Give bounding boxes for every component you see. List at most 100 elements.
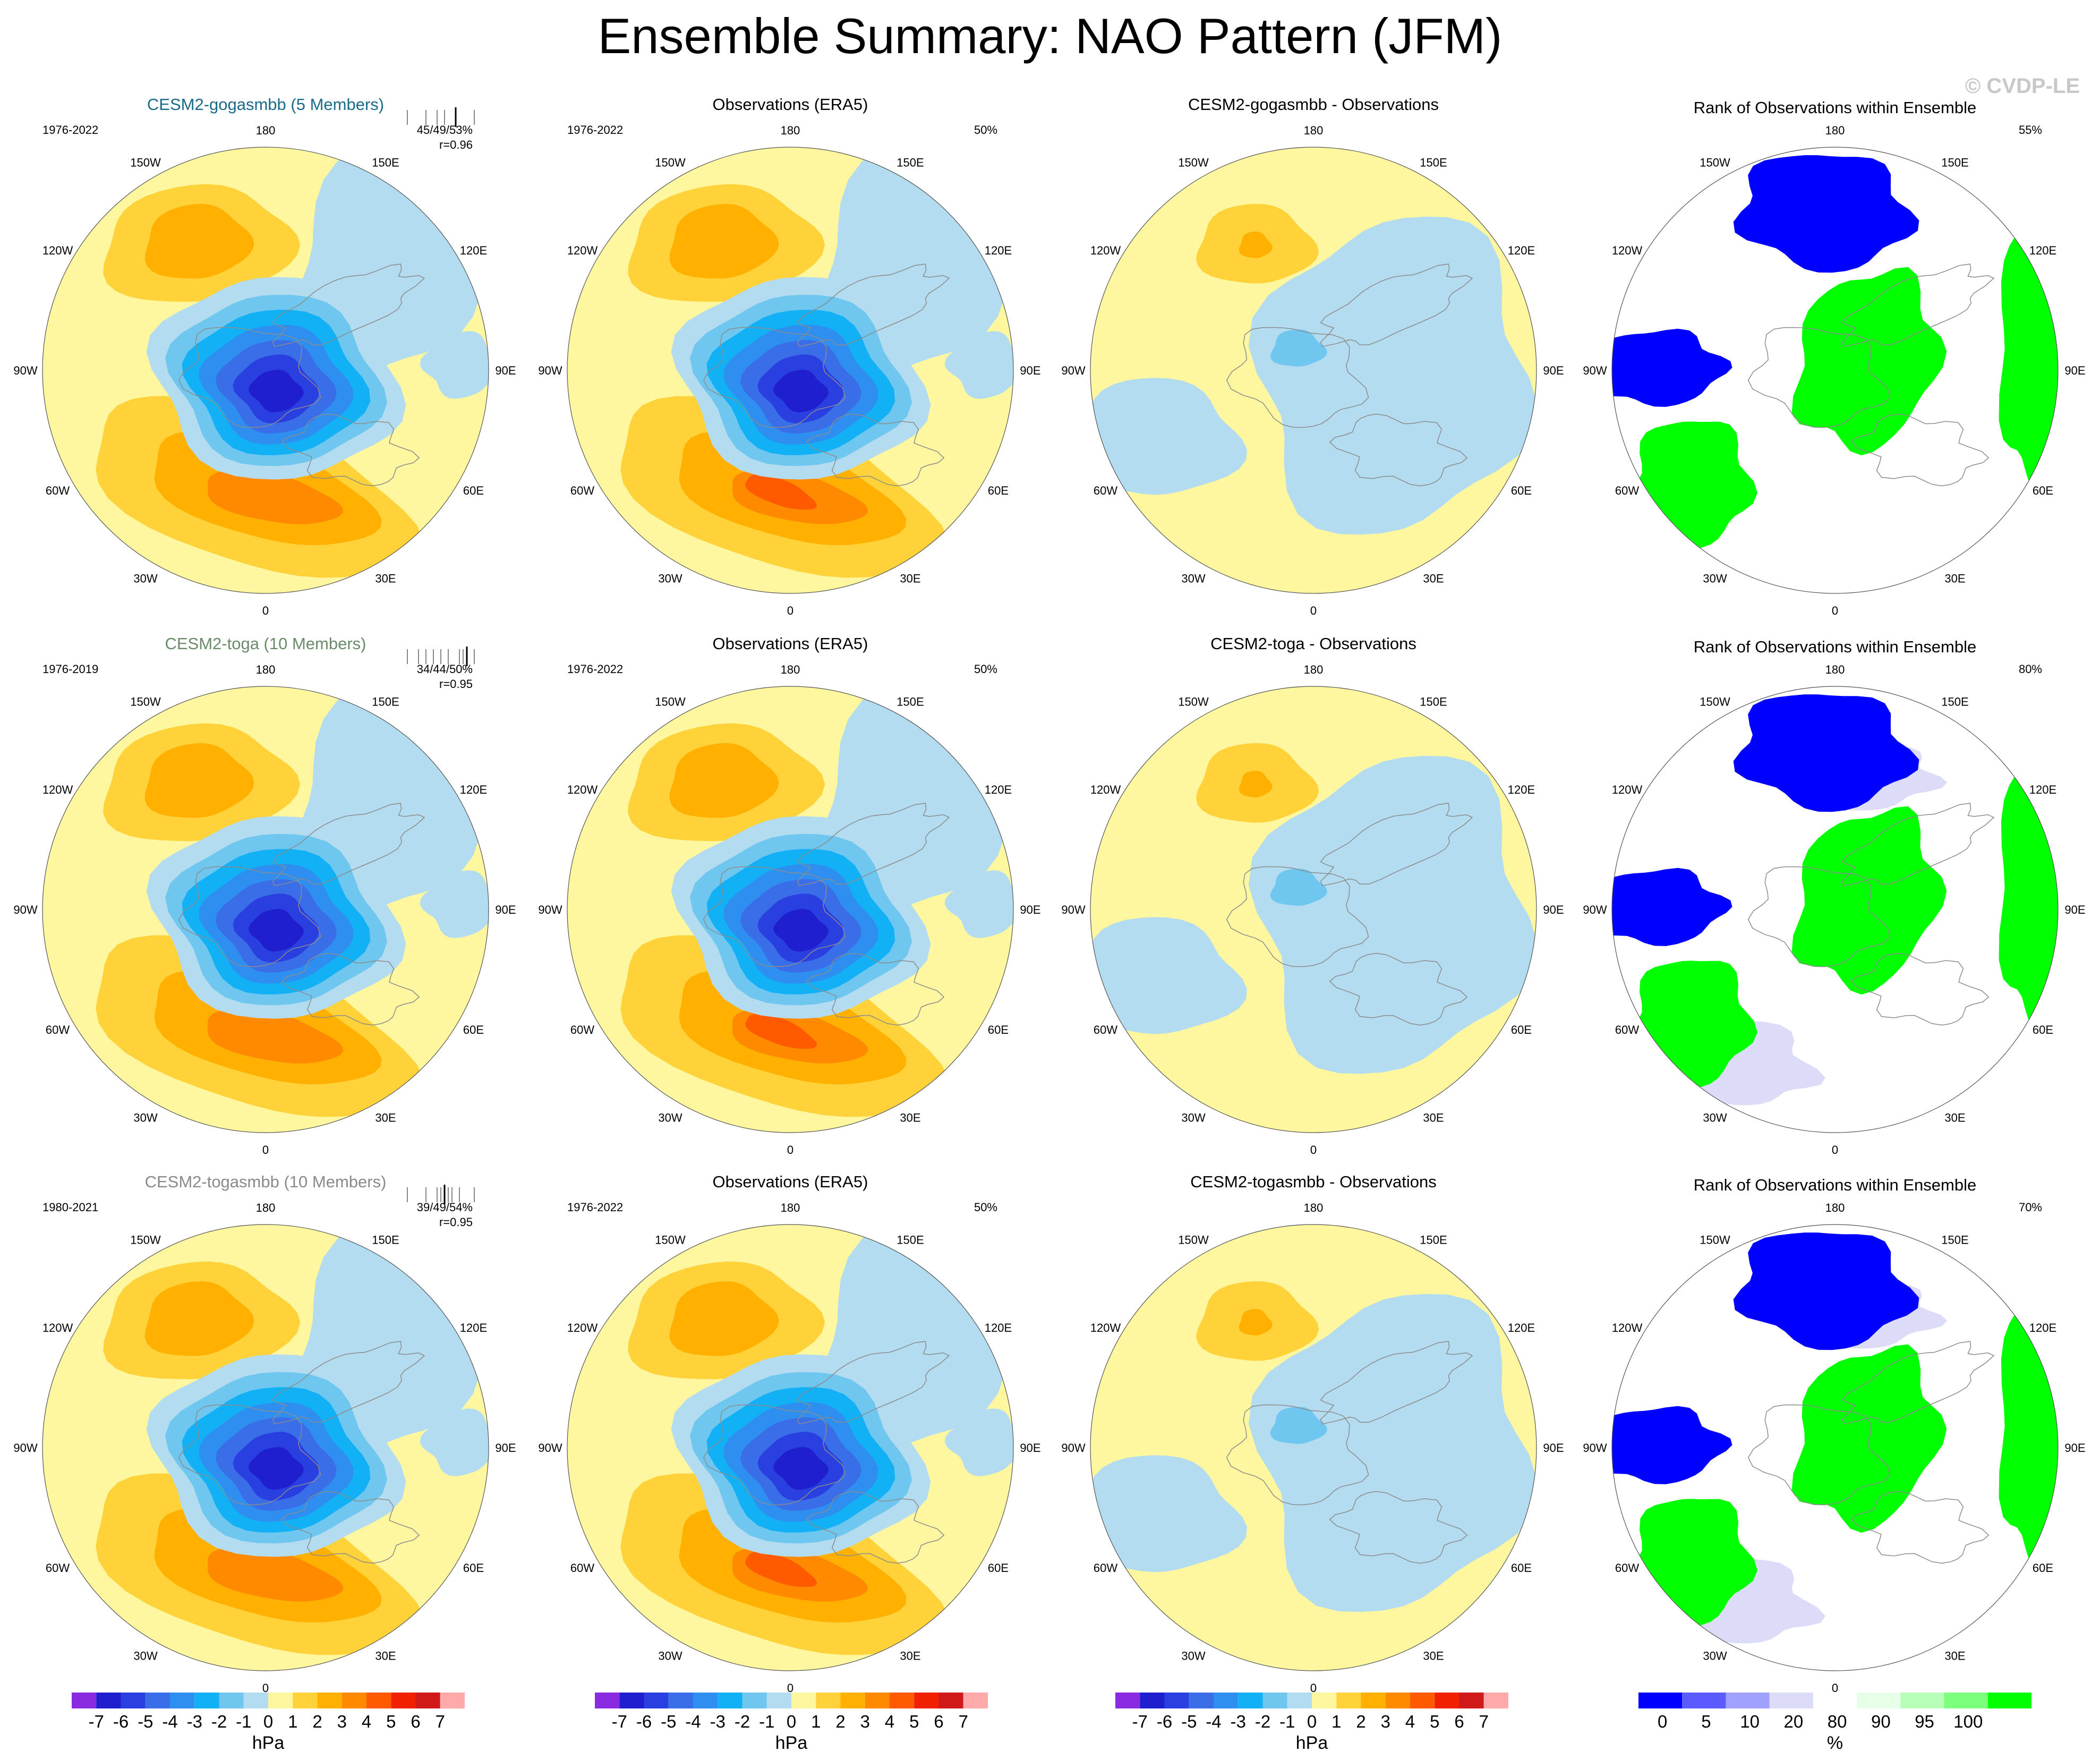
panel-title: Rank of Observations within Ensemble <box>1694 98 1976 117</box>
colorbar-box <box>718 1693 742 1708</box>
lon-label-tr1: 150E <box>897 156 924 169</box>
colorbar-label: -1 <box>759 1712 774 1731</box>
colorbar-label: 3 <box>860 1712 870 1731</box>
azores-high-4 <box>745 474 817 510</box>
lon-label-bottom: 0 <box>262 604 269 617</box>
map-boundary <box>42 686 489 1133</box>
coastlines <box>703 1341 950 1564</box>
colorbar-label: 1 <box>811 1712 821 1731</box>
colorbar-box <box>668 1693 693 1708</box>
rank-0-5 <box>1733 694 1919 812</box>
hpa-colorbar: -7 -6 -5 -4 -3 -2 -1 0 1 2 3 4 5 6 7 hPa <box>595 1693 988 1753</box>
lon-label-tr2: 120E <box>1508 244 1535 257</box>
lon-label-tr2: 120E <box>460 1321 487 1334</box>
lon-label-br1: 30E <box>1944 572 1965 585</box>
colorbar-box <box>1410 1693 1435 1708</box>
lon-label-tl2: 120W <box>567 244 598 257</box>
lon-label-br2: 60E <box>988 484 1009 497</box>
lon-label-tl2: 120W <box>1612 783 1643 796</box>
colorbar-box <box>963 1693 988 1708</box>
lon-label-left: 90W <box>1061 364 1085 377</box>
lon-label-bl2: 60W <box>1615 1023 1639 1036</box>
lon-label-br2: 60E <box>463 1561 484 1575</box>
colorbar-label: 0 <box>787 1712 796 1731</box>
colorbar-box <box>644 1693 669 1708</box>
lon-label-bl1: 30W <box>1703 572 1727 585</box>
lon-label-br1: 30E <box>900 572 920 585</box>
colorbar-label: -4 <box>1206 1712 1221 1731</box>
diff-positive-core <box>1239 231 1273 258</box>
lon-label-bl1: 30W <box>658 1649 682 1662</box>
map-field <box>42 1225 489 1671</box>
map-field <box>567 686 1013 1133</box>
lon-label-tl1: 150W <box>130 156 161 169</box>
lon-label-bl2: 60W <box>570 1023 594 1036</box>
colorbar-box <box>742 1693 767 1708</box>
lon-label-tl1: 150W <box>1700 695 1730 709</box>
coastlines <box>1747 803 1995 1026</box>
lon-label-bl2: 60W <box>1615 1561 1639 1575</box>
coastlines <box>1226 1341 1473 1564</box>
diff-negative <box>1248 216 1536 535</box>
colorbar-label: 2 <box>835 1712 845 1731</box>
azores-high-4 <box>745 1552 817 1587</box>
colorbar-box <box>1164 1693 1189 1708</box>
colorbar-label: -2 <box>735 1712 750 1731</box>
lon-label-top: 180 <box>256 1201 276 1214</box>
lon-label-tr2: 120E <box>2029 1321 2056 1334</box>
lon-label-br2: 60E <box>2033 484 2053 497</box>
period-label: 1976-2022 <box>42 123 98 137</box>
lon-label-tl2: 120W <box>567 783 598 796</box>
icelandic-low-level <box>773 1447 829 1490</box>
map-field <box>1090 147 1536 593</box>
pattern-correlation: r=0.95 <box>439 1215 473 1229</box>
lon-label-tl1: 150W <box>655 1234 686 1247</box>
period-label: 1976-2019 <box>42 662 98 676</box>
lon-label-top: 180 <box>1825 124 1845 137</box>
lon-label-tl2: 120W <box>1090 783 1121 796</box>
colorbar-label: 4 <box>885 1712 894 1731</box>
colorbar-label: 1 <box>288 1712 297 1731</box>
colorbar-box <box>595 1693 620 1708</box>
map-boundary <box>1611 1224 2059 1671</box>
colorbar-box <box>1435 1693 1459 1708</box>
colorbar-box <box>391 1693 416 1708</box>
lon-label-tl2: 120W <box>1090 1321 1121 1334</box>
lon-label-tr1: 150E <box>372 1234 399 1247</box>
lon-label-br2: 60E <box>2033 1023 2053 1036</box>
map-field <box>42 147 489 593</box>
lon-label-bl2: 60W <box>46 1561 70 1575</box>
pct-variance-stats: 34/44/50% <box>417 662 473 676</box>
colorbar-label: 4 <box>1405 1712 1415 1731</box>
lon-label-top: 180 <box>1825 663 1845 676</box>
colorbar-label: -7 <box>89 1712 104 1731</box>
colorbar-unit: hPa <box>1296 1733 1328 1753</box>
weak-negative-area <box>420 331 489 399</box>
diff-negative-core <box>1270 1407 1327 1444</box>
lon-label-tr2: 120E <box>460 244 487 257</box>
colorbar-box <box>1857 1693 1901 1708</box>
lon-label-tl1: 150W <box>1178 156 1209 169</box>
lon-label-bl2: 60W <box>1094 1561 1117 1575</box>
period-label: 1976-2022 <box>567 1201 623 1214</box>
coastlines <box>178 803 425 1026</box>
colorbar-box <box>1287 1693 1312 1708</box>
colorbar-box <box>219 1693 244 1708</box>
lon-label-tr1: 150E <box>1941 1234 1968 1247</box>
pattern-correlation: r=0.96 <box>439 138 473 151</box>
lon-label-bottom: 0 <box>1310 1143 1317 1157</box>
lon-label-br1: 30E <box>900 1111 920 1124</box>
lon-label-bl2: 60W <box>1094 1023 1117 1036</box>
lon-label-left: 90W <box>1583 364 1607 377</box>
map-boundary <box>42 1224 489 1671</box>
colorbar-label: -2 <box>211 1712 227 1731</box>
colorbar-label: 4 <box>362 1712 371 1731</box>
lon-label-bottom: 0 <box>1832 1681 1838 1695</box>
lon-label-tl2: 120W <box>567 1321 598 1334</box>
colorbar-box <box>415 1693 440 1708</box>
pacific-high-inner <box>144 1281 254 1356</box>
pacific-high-inner <box>669 1281 779 1356</box>
colorbar-label: 6 <box>934 1712 943 1731</box>
colorbar-label: 20 <box>1784 1712 1804 1731</box>
colorbar-box <box>342 1693 366 1708</box>
